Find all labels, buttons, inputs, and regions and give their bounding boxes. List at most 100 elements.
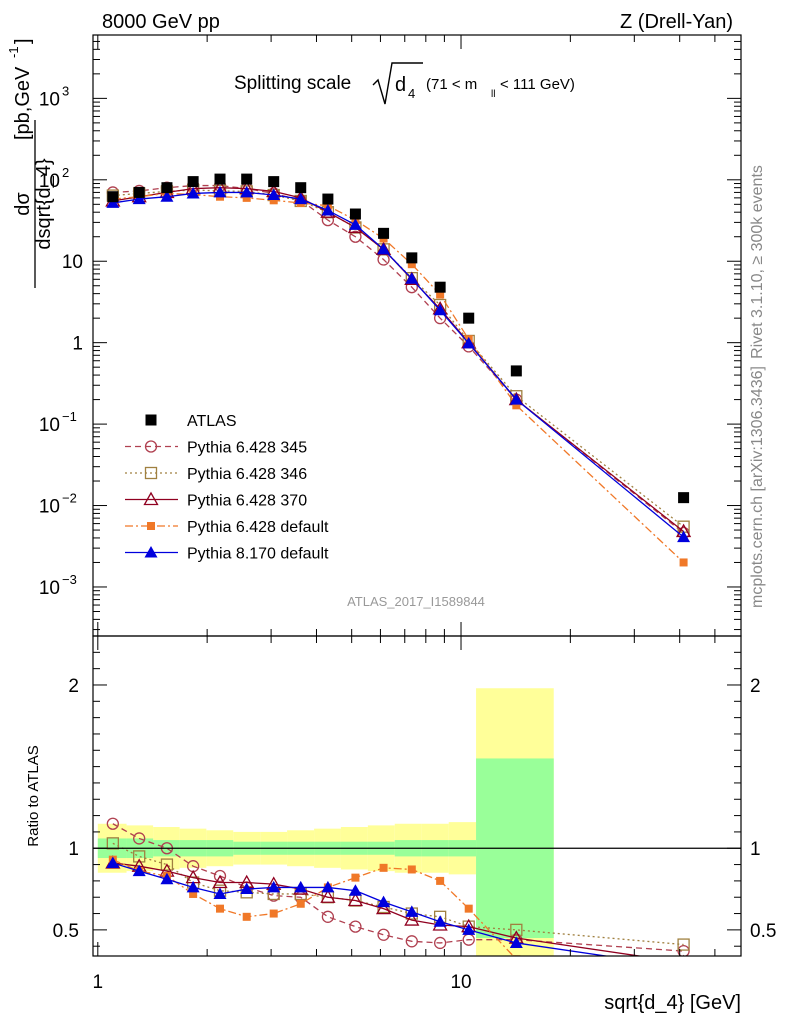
data-point [434,281,446,293]
ratio-4-point [377,895,391,908]
ratio-0-point [349,920,362,933]
series-4-point [240,185,254,198]
ratio-line-3 [112,859,515,956]
data-point [214,173,226,185]
series-3-point [242,193,251,202]
legend-label-2: Pythia 6.428 346 [187,466,307,483]
ratio-4-point [321,880,335,893]
ratio-tick-label-right: 1 [750,839,761,860]
ylabel-unit: [pb,GeV [12,66,34,140]
ratio-y-label: Ratio to ATLAS [25,745,42,846]
ratio-2-point [375,900,392,915]
legend-marker-0 [145,414,157,426]
ratio-0-point [433,936,447,950]
series-4-point [509,393,523,405]
data-point [678,492,690,504]
series-4-point [405,272,419,284]
title-range-close: < 111 GeV) [500,76,575,93]
title-var: d [395,74,406,96]
y-tick-label: 10 [39,171,60,192]
legend-marker-3 [143,491,159,506]
ratio-4-point [267,880,281,893]
ylabel-den: dsqrt{d_4} [33,158,55,250]
ratio-0-point [677,944,690,956]
ratio-4-point [294,880,308,893]
analysis-id: ATLAS_2017_I1589844 [347,594,485,609]
series-3-point [269,196,278,205]
series-line-4 [112,191,685,538]
x-tick-label: 1 [93,972,104,993]
legend: ATLAS Pythia 6.428 345 Pythia 6.428 346 Pyt… [125,413,329,563]
y-tick-label-exp: 3 [62,83,69,98]
ratio-3-point [379,863,388,872]
series-4-point [348,218,362,230]
ratio-frame [92,635,742,957]
series-4-point [160,190,174,202]
series-4-point [321,203,335,216]
ratio-3-point [296,899,305,908]
series-4-point [132,192,146,205]
data-point [268,176,280,188]
y-tick-label: 10 [39,415,60,436]
ratio-4-point [240,882,254,895]
x-tick-label: 10 [450,972,471,993]
ratio-3-point [680,980,688,988]
ratio-line-4 [112,862,611,956]
series-3-point [679,558,688,567]
ratio-4-point [132,864,146,877]
ratio-4-point [186,880,200,893]
series-4-point [294,192,308,205]
x-axis-label: sqrt{d_4} [GeV] [604,992,741,1014]
ylabel-num: dσ [12,192,34,216]
ratio-3-point [189,889,198,898]
title-range-sub: ll [491,89,495,100]
ratio-1-point [677,938,690,951]
y-tick-label: 10 [62,252,83,273]
legend-label-4: Pythia 6.428 default [187,519,329,536]
ratio-4-point [433,915,447,927]
header-right: Z (Drell-Yan) [620,11,733,33]
ratio-0-point [213,869,227,883]
data-point [378,227,390,239]
y-axis-label: dσ dsqrt{d_4} [pb,GeV -1 ] [6,38,55,288]
ratio-4-point [677,961,690,973]
y-tick-label-exp: −1 [62,409,77,424]
ratio-0-point [133,832,146,845]
legend-marker-1 [144,440,158,453]
ratio-1-point [106,837,119,850]
ratio-0-point [321,910,335,923]
y-tick-label-exp: −2 [62,491,77,506]
ratio-line-1 [112,842,684,946]
data-point [133,186,145,198]
y-tick-label-exp: −3 [62,572,77,587]
ratio-3-point [407,865,416,874]
ratio-3-point [351,873,360,882]
ratio-4-point [509,936,523,948]
ratio-1-point [133,850,146,863]
series-4-point [377,242,391,255]
ratio-2-point [320,889,336,903]
data-point [406,252,418,264]
series-4-point [213,185,227,198]
ratio-2-point [404,912,420,926]
ratio-tick-label-right: 0.5 [750,921,776,942]
data-point [349,208,361,220]
series-3-point [512,401,521,410]
series-4-point [433,303,447,316]
ratio-tick-label-left: 0.5 [53,921,79,942]
series-4-point [267,188,281,201]
header-left: 8000 GeV pp [102,11,220,33]
ratio-tick-label-left: 2 [68,676,79,697]
ylabel-unit-close: ] [12,38,34,44]
ratio-0-point [106,817,119,830]
ratio-4-point [348,884,362,896]
ratio-3-point [436,876,445,885]
ratio-2-point [347,892,364,907]
ratio-1-point [510,923,523,937]
legend-label-5: Pythia 8.170 default [187,546,329,563]
y-tick-label: 1 [72,334,83,355]
series-4-point [462,336,476,349]
title-main: Splitting scale [234,73,351,94]
